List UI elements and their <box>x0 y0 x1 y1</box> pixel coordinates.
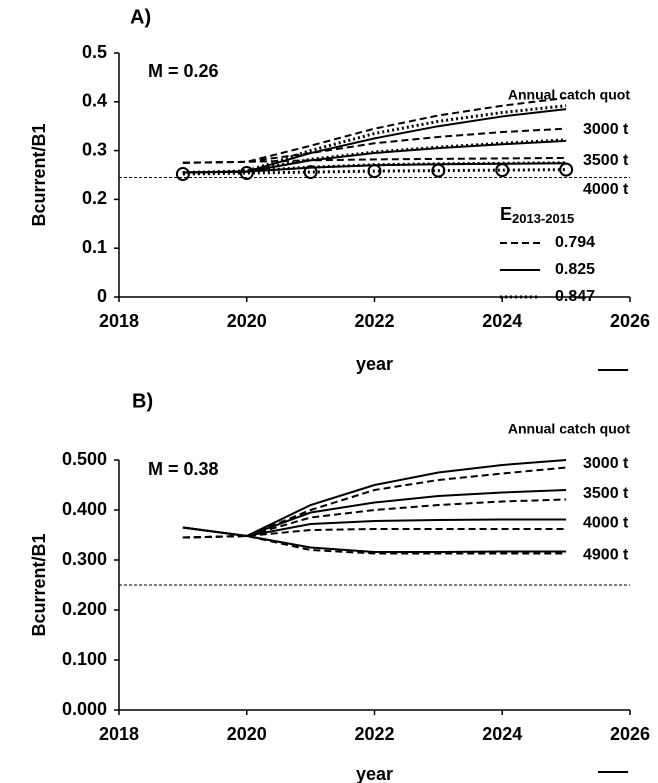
y-axis-label: Bcurrent/B1 <box>29 533 49 636</box>
panel-label: B) <box>132 390 153 412</box>
panel-label: A) <box>130 6 151 28</box>
x-tick-label: 2022 <box>354 311 394 331</box>
legend-title: E2013-2015 <box>500 204 574 227</box>
point <box>495 163 510 178</box>
series-line <box>182 528 567 539</box>
y-tick-label: 0.3 <box>82 139 107 159</box>
y-tick-label: 0.5 <box>82 42 107 62</box>
point <box>559 162 574 177</box>
y-axis-label: Bcurrent/B1 <box>29 123 49 226</box>
series-line <box>182 459 567 538</box>
y-tick-label: 0.300 <box>62 549 107 569</box>
catch-label: 3000 t <box>583 121 629 138</box>
series-line <box>182 466 567 539</box>
annotation: M = 0.26 <box>148 61 219 81</box>
legend-title-sub: 2013-2015 <box>512 211 574 226</box>
catch-title: Annual catch quot <box>508 87 630 103</box>
point <box>303 165 318 180</box>
y-tick-label: 0.100 <box>62 649 107 669</box>
y-tick-label: 0.4 <box>82 91 107 111</box>
x-tick-label: 2022 <box>354 724 394 744</box>
series-line <box>182 498 567 539</box>
y-tick-label: 0.2 <box>82 188 107 208</box>
x-axis-label: year <box>356 354 393 374</box>
series-line <box>182 526 567 553</box>
y-tick-label: 0.400 <box>62 499 107 519</box>
legend-title-main: E <box>500 204 512 224</box>
catch-label: 4000 t <box>583 181 629 198</box>
x-tick-label: 2024 <box>482 311 522 331</box>
x-tick-label: 2020 <box>227 311 267 331</box>
x-tick-label: 2018 <box>99 311 139 331</box>
series-line <box>182 168 567 176</box>
point <box>431 163 446 178</box>
x-axis-label: year <box>356 764 393 783</box>
x-tick-label: 2018 <box>99 724 139 744</box>
annotation: M = 0.38 <box>148 459 219 479</box>
x-tick-label: 2024 <box>482 724 522 744</box>
legend-label: 0.825 <box>555 261 595 278</box>
series-line <box>182 96 567 164</box>
y-tick-label: 0 <box>97 286 107 306</box>
catch-title: Annual catch quot <box>508 421 630 437</box>
catch-label: 3500 t <box>583 152 629 169</box>
x-tick-label: 2020 <box>227 724 267 744</box>
catch-label: 3500 t <box>583 485 629 502</box>
catch-label: 4000 t <box>583 515 629 532</box>
point <box>367 164 382 179</box>
series-line <box>182 138 567 175</box>
y-tick-label: 0.500 <box>62 449 107 469</box>
y-tick-label: 0.1 <box>82 237 107 257</box>
series-line <box>182 104 567 176</box>
point <box>175 167 190 182</box>
series-line <box>182 518 567 538</box>
legend-label: 0.794 <box>555 234 595 251</box>
series-line <box>182 127 567 164</box>
y-tick-label: 0.000 <box>62 699 107 719</box>
point <box>239 166 254 181</box>
catch-label: 4900 t <box>583 547 629 564</box>
series-line <box>182 534 567 555</box>
series-line <box>182 156 567 164</box>
y-tick-label: 0.200 <box>62 599 107 619</box>
x-tick-label: 2026 <box>610 311 650 331</box>
catch-label: 3000 t <box>583 455 629 472</box>
legend-label: 0.847 <box>555 288 595 305</box>
x-tick-label: 2026 <box>610 724 650 744</box>
